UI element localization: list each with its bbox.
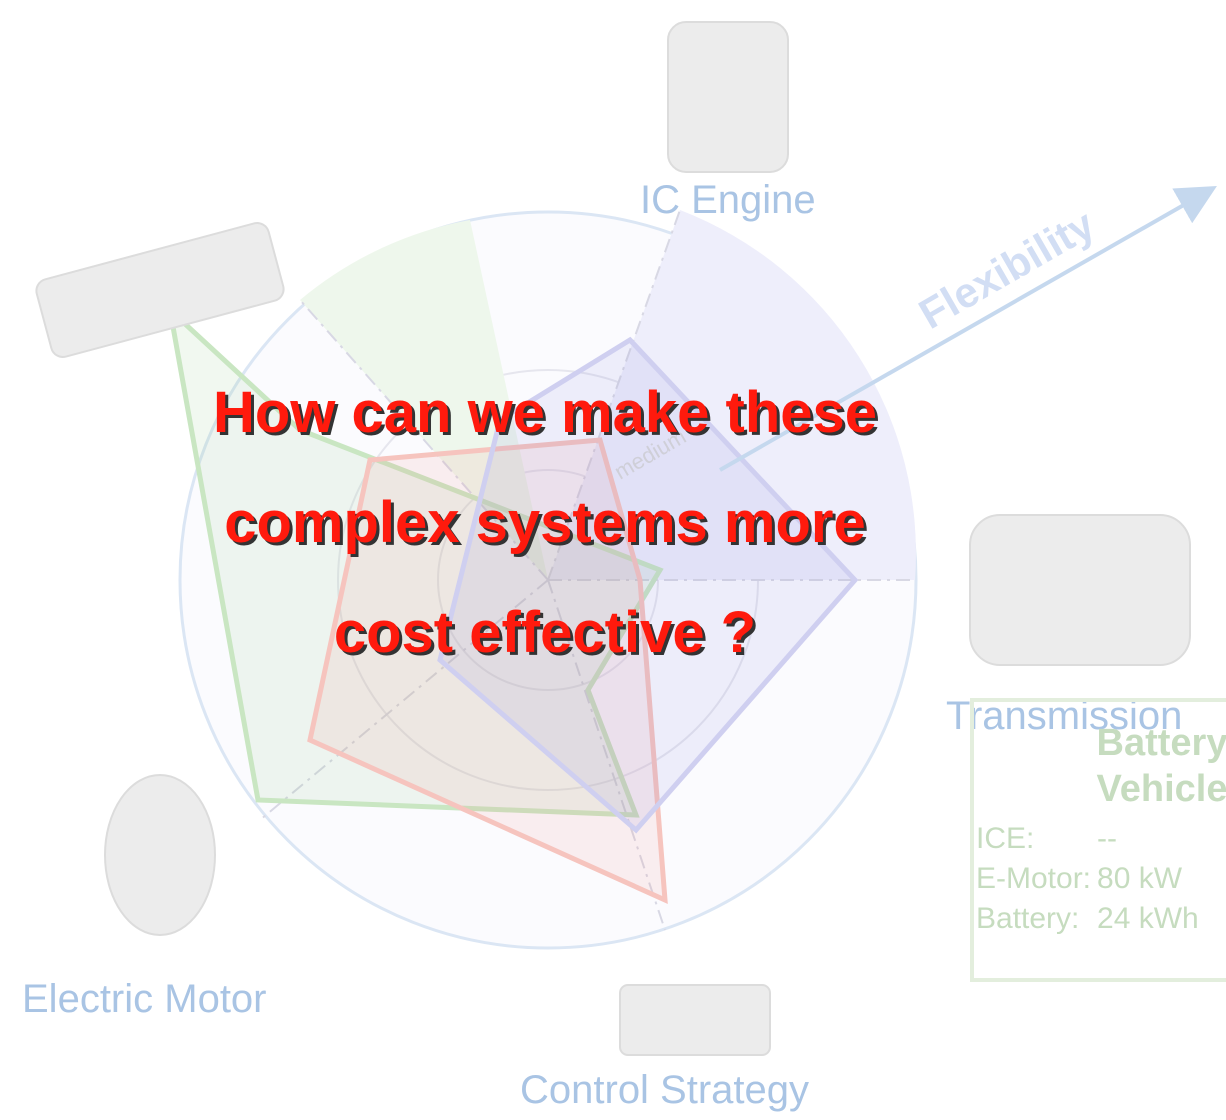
spec-value: 24 kWh (1097, 902, 1199, 935)
vehicle-box: Battery Vehicle ICE: -- E-Motor: 80 kW Bat… (970, 698, 1226, 982)
flexibility-arrow (719, 186, 1217, 472)
component-images (35, 21, 1191, 1056)
spec-value: -- (1097, 822, 1118, 855)
component-label: IC Engine (640, 178, 816, 222)
box-title: Battery Vehicle (1096, 722, 1226, 810)
spec-value: 80 kW (1097, 862, 1183, 895)
headline-line: cost effective ? (333, 600, 757, 665)
series-red (307, 437, 668, 905)
spec-key: ICE: (976, 822, 1035, 855)
radar-axes (259, 209, 915, 931)
sector (300, 220, 548, 580)
component-label: Electric Motor (22, 977, 267, 1021)
spec-key: E-Motor: (976, 862, 1092, 895)
spec-key: Battery: (976, 902, 1080, 935)
sector (548, 210, 916, 580)
spec-table: ICE: -- E-Motor: 80 kW Battery: 24 kWh (974, 822, 1203, 942)
component-label: Control Strategy (520, 1068, 810, 1112)
series-blue (437, 336, 859, 834)
headline-line: complex systems more (224, 490, 866, 555)
series-green (166, 303, 664, 818)
headline-line: How can we make these (212, 380, 878, 445)
headline: How can we make these complex systems mo… (0, 358, 1090, 688)
